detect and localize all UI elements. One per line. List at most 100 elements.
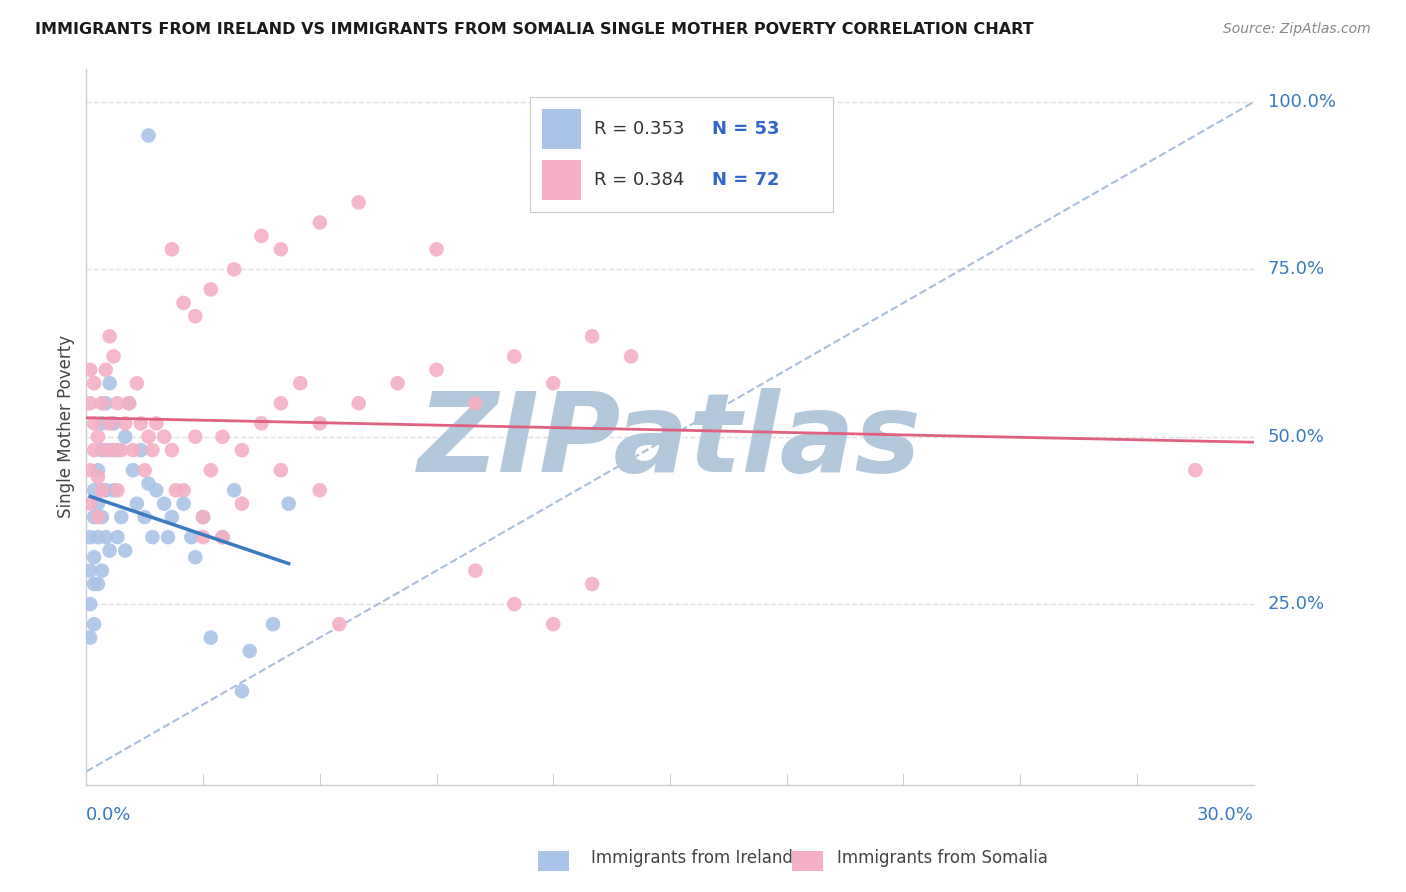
Point bbox=[464, 564, 486, 578]
Point bbox=[211, 530, 233, 544]
Point bbox=[125, 376, 148, 391]
Point bbox=[90, 564, 112, 578]
Point bbox=[87, 463, 110, 477]
Point bbox=[79, 564, 101, 578]
Point bbox=[87, 577, 110, 591]
Point bbox=[107, 483, 129, 498]
Point bbox=[83, 376, 105, 391]
Point bbox=[581, 577, 603, 591]
Point bbox=[94, 530, 117, 544]
Point bbox=[180, 530, 202, 544]
Point bbox=[114, 417, 136, 431]
Point bbox=[103, 350, 125, 364]
Text: 50.0%: 50.0% bbox=[1268, 428, 1324, 446]
Point bbox=[141, 530, 163, 544]
Point bbox=[107, 396, 129, 410]
Text: 0.0%: 0.0% bbox=[86, 806, 132, 824]
Point bbox=[141, 443, 163, 458]
Point bbox=[184, 310, 207, 324]
Point bbox=[231, 684, 253, 698]
Point bbox=[290, 376, 312, 391]
Point bbox=[98, 443, 121, 458]
Point bbox=[184, 430, 207, 444]
Point bbox=[270, 463, 292, 477]
Point bbox=[107, 530, 129, 544]
Point bbox=[224, 262, 246, 277]
Point bbox=[83, 617, 105, 632]
Point bbox=[79, 530, 101, 544]
Point bbox=[156, 530, 179, 544]
Point bbox=[83, 510, 105, 524]
Point bbox=[347, 396, 370, 410]
Point bbox=[98, 376, 121, 391]
Point bbox=[239, 644, 262, 658]
Point bbox=[581, 329, 603, 343]
Point bbox=[129, 443, 152, 458]
Point bbox=[541, 376, 564, 391]
Point bbox=[425, 242, 447, 256]
Point bbox=[94, 443, 117, 458]
Point bbox=[200, 463, 222, 477]
Text: IMMIGRANTS FROM IRELAND VS IMMIGRANTS FROM SOMALIA SINGLE MOTHER POVERTY CORRELA: IMMIGRANTS FROM IRELAND VS IMMIGRANTS FR… bbox=[35, 22, 1033, 37]
Point bbox=[87, 497, 110, 511]
Point bbox=[173, 497, 195, 511]
Text: 25.0%: 25.0% bbox=[1268, 595, 1324, 613]
Point bbox=[79, 497, 101, 511]
Point bbox=[103, 443, 125, 458]
Point bbox=[145, 483, 167, 498]
Point bbox=[103, 483, 125, 498]
Point bbox=[83, 417, 105, 431]
Text: Source: ZipAtlas.com: Source: ZipAtlas.com bbox=[1223, 22, 1371, 37]
Point bbox=[184, 550, 207, 565]
Point bbox=[191, 510, 214, 524]
Point bbox=[173, 296, 195, 310]
Point bbox=[125, 497, 148, 511]
Point bbox=[160, 242, 183, 256]
Point bbox=[134, 510, 156, 524]
Point bbox=[224, 483, 246, 498]
Point bbox=[118, 396, 141, 410]
Point bbox=[191, 530, 214, 544]
Text: 30.0%: 30.0% bbox=[1197, 806, 1254, 824]
Point bbox=[118, 396, 141, 410]
Text: 75.0%: 75.0% bbox=[1268, 260, 1324, 278]
Point bbox=[83, 483, 105, 498]
Point bbox=[153, 497, 176, 511]
Point bbox=[250, 417, 273, 431]
Point bbox=[200, 631, 222, 645]
Point bbox=[541, 617, 564, 632]
Point bbox=[173, 483, 195, 498]
Point bbox=[87, 510, 110, 524]
Point bbox=[103, 417, 125, 431]
Point bbox=[90, 417, 112, 431]
Text: Immigrants from Ireland: Immigrants from Ireland bbox=[591, 849, 793, 867]
Point bbox=[110, 510, 132, 524]
Point bbox=[231, 443, 253, 458]
Point bbox=[87, 470, 110, 484]
Point bbox=[79, 631, 101, 645]
Point bbox=[250, 228, 273, 243]
Point bbox=[138, 476, 160, 491]
Point bbox=[160, 443, 183, 458]
Point bbox=[98, 329, 121, 343]
Point bbox=[165, 483, 187, 498]
Point bbox=[79, 463, 101, 477]
Point bbox=[308, 417, 330, 431]
Point bbox=[503, 597, 526, 611]
Point bbox=[90, 396, 112, 410]
Point bbox=[94, 483, 117, 498]
Point bbox=[270, 242, 292, 256]
Point bbox=[134, 463, 156, 477]
Point bbox=[138, 430, 160, 444]
Point bbox=[145, 417, 167, 431]
Point bbox=[308, 483, 330, 498]
Point bbox=[110, 443, 132, 458]
Point bbox=[94, 363, 117, 377]
Point bbox=[503, 350, 526, 364]
Point bbox=[114, 543, 136, 558]
Point bbox=[153, 430, 176, 444]
Point bbox=[79, 363, 101, 377]
Text: 100.0%: 100.0% bbox=[1268, 93, 1336, 111]
Point bbox=[98, 417, 121, 431]
Point bbox=[79, 396, 101, 410]
